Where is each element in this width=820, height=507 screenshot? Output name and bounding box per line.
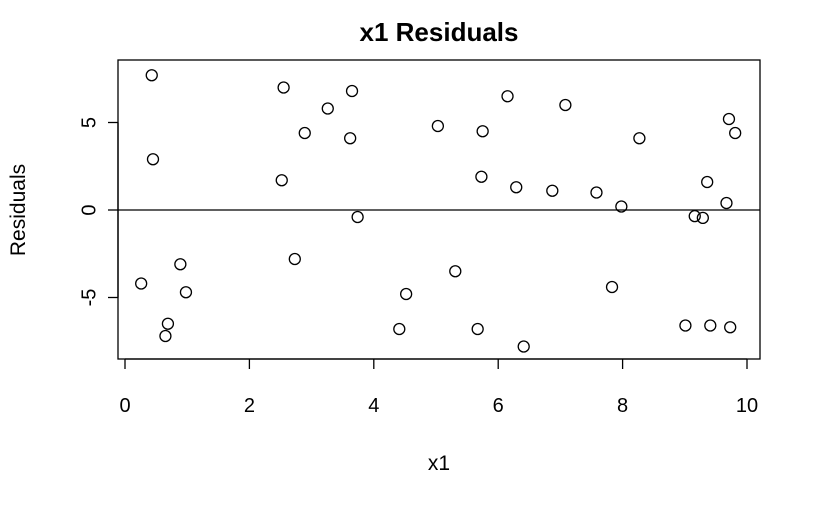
data-point: [701, 175, 714, 189]
data-point: [146, 153, 160, 166]
x-tick-label: 6: [493, 395, 504, 417]
data-point: [688, 209, 701, 223]
x-axis-label: x1: [428, 452, 450, 475]
data-point: [159, 329, 172, 343]
data-point: [145, 69, 158, 82]
x-axis: 0 2 4 6 8 10: [119, 358, 758, 417]
data-point: [724, 321, 737, 334]
y-tick-label: -5: [78, 289, 100, 307]
y-tick-label: 0: [78, 204, 100, 215]
data-point: [179, 286, 193, 299]
data-point: [275, 174, 288, 187]
x-tick-label: 2: [244, 395, 255, 417]
chart-title: x1 Residuals: [360, 17, 519, 47]
data-point: [559, 98, 572, 112]
data-points: [135, 69, 742, 353]
x-tick-label: 0: [119, 395, 130, 417]
data-point: [344, 132, 357, 145]
x-tick-label: 10: [736, 395, 758, 417]
data-point: [546, 184, 559, 197]
data-point: [345, 84, 359, 98]
y-axis-label: Residuals: [7, 164, 30, 256]
data-point: [298, 126, 311, 140]
data-point: [679, 319, 692, 332]
data-point: [277, 81, 290, 94]
data-point: [605, 280, 619, 294]
data-point: [399, 287, 413, 301]
data-point: [722, 112, 736, 126]
data-point: [449, 265, 462, 278]
x-tick-label: 4: [368, 395, 379, 417]
data-point: [135, 277, 148, 290]
x-tick-label: 8: [617, 395, 628, 417]
data-point: [501, 90, 514, 103]
data-point: [471, 322, 484, 336]
data-point: [476, 125, 489, 138]
data-point: [321, 102, 334, 115]
data-point: [729, 126, 742, 140]
data-point: [633, 132, 646, 145]
data-point: [431, 119, 445, 133]
data-point: [517, 340, 530, 353]
data-point: [174, 258, 187, 271]
data-point: [288, 252, 301, 266]
data-point: [161, 317, 175, 330]
data-point: [393, 322, 406, 336]
data-point: [615, 200, 628, 213]
data-point: [696, 211, 709, 225]
data-point: [704, 319, 717, 332]
y-axis: -5 0 5: [78, 117, 119, 307]
data-point: [475, 170, 488, 183]
data-point: [510, 181, 523, 194]
y-tick-label: 5: [78, 117, 100, 128]
data-point: [590, 186, 603, 199]
data-point: [720, 196, 733, 210]
data-point: [351, 210, 364, 224]
